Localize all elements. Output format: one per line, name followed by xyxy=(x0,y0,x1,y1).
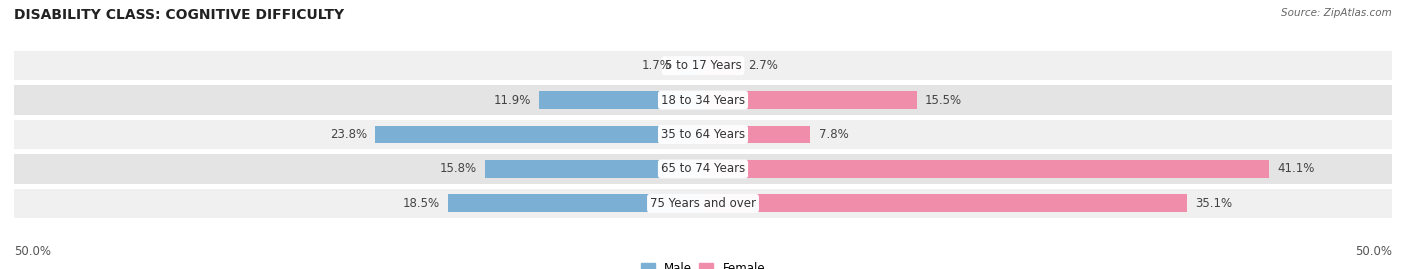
Bar xyxy=(14,189,1392,218)
Bar xyxy=(703,126,810,143)
Text: 41.1%: 41.1% xyxy=(1278,162,1315,175)
Text: 35 to 64 Years: 35 to 64 Years xyxy=(661,128,745,141)
Text: 65 to 74 Years: 65 to 74 Years xyxy=(661,162,745,175)
Bar xyxy=(14,120,1392,149)
Bar xyxy=(449,194,703,212)
Text: DISABILITY CLASS: COGNITIVE DIFFICULTY: DISABILITY CLASS: COGNITIVE DIFFICULTY xyxy=(14,8,344,22)
Text: 50.0%: 50.0% xyxy=(1355,245,1392,258)
Text: 15.8%: 15.8% xyxy=(440,162,477,175)
Legend: Male, Female: Male, Female xyxy=(636,258,770,269)
Text: 1.7%: 1.7% xyxy=(641,59,671,72)
Text: 15.5%: 15.5% xyxy=(925,94,962,107)
Text: Source: ZipAtlas.com: Source: ZipAtlas.com xyxy=(1281,8,1392,18)
Bar xyxy=(14,51,1392,80)
Text: 7.8%: 7.8% xyxy=(818,128,848,141)
Text: 18.5%: 18.5% xyxy=(402,197,440,210)
Text: 35.1%: 35.1% xyxy=(1195,197,1232,210)
Bar xyxy=(703,57,740,75)
Bar xyxy=(703,194,1187,212)
Bar xyxy=(485,160,703,178)
Text: 18 to 34 Years: 18 to 34 Years xyxy=(661,94,745,107)
Bar xyxy=(679,57,703,75)
Bar xyxy=(703,160,1270,178)
Text: 23.8%: 23.8% xyxy=(329,128,367,141)
Bar xyxy=(375,126,703,143)
Bar xyxy=(14,154,1392,183)
Bar xyxy=(703,91,917,109)
Text: 75 Years and over: 75 Years and over xyxy=(650,197,756,210)
Text: 5 to 17 Years: 5 to 17 Years xyxy=(665,59,741,72)
Bar xyxy=(14,86,1392,115)
Text: 50.0%: 50.0% xyxy=(14,245,51,258)
Text: 2.7%: 2.7% xyxy=(748,59,779,72)
Bar xyxy=(538,91,703,109)
Text: 11.9%: 11.9% xyxy=(494,94,531,107)
